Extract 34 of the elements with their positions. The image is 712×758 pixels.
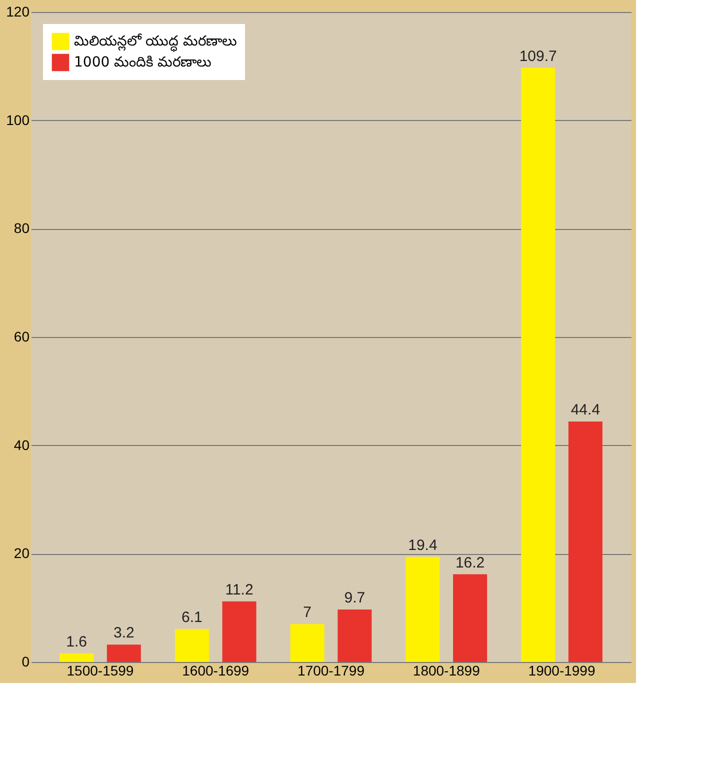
y-tick-label: 0 [22, 654, 30, 670]
y-tick-label: 40 [14, 436, 30, 453]
y-tick-label: 20 [14, 545, 30, 562]
bar [521, 68, 556, 662]
bar [338, 609, 372, 662]
y-tick-label: 80 [14, 220, 30, 236]
data-label: 11.2 [225, 581, 254, 598]
bar [568, 422, 602, 662]
x-tick-label: 1800-1899 [412, 662, 480, 678]
data-label: 19.4 [408, 536, 438, 554]
bar [406, 556, 440, 662]
bar [60, 653, 94, 662]
data-label: 6.1 [182, 608, 202, 626]
data-label: 3.2 [113, 624, 134, 642]
bar [106, 644, 141, 662]
data-label: 16.2 [455, 554, 485, 572]
x-tick-label: 1700-1799 [298, 662, 365, 678]
data-label: 7 [303, 604, 312, 622]
x-tick-label: 1900-1999 [528, 662, 596, 678]
legend-label: 1000 మందికి మరణాలు [74, 54, 212, 70]
x-tick-label: 1600-1699 [182, 662, 250, 678]
y-tick-label: 100 [6, 112, 30, 128]
bar [222, 601, 256, 662]
data-label: 9.7 [344, 589, 366, 606]
bar [174, 628, 209, 662]
legend-label: మిలియన్లలో యుద్ధ మరణాలు [74, 34, 237, 52]
bar [453, 574, 488, 662]
x-tick-label: 1500-1599 [66, 662, 134, 678]
data-label: 1.6 [66, 633, 87, 650]
data-label: 109.7 [519, 48, 557, 65]
y-tick-label: 60 [14, 328, 30, 344]
bar [290, 624, 324, 662]
y-tick-label: 120 [6, 4, 30, 20]
data-label: 44.4 [570, 402, 600, 418]
